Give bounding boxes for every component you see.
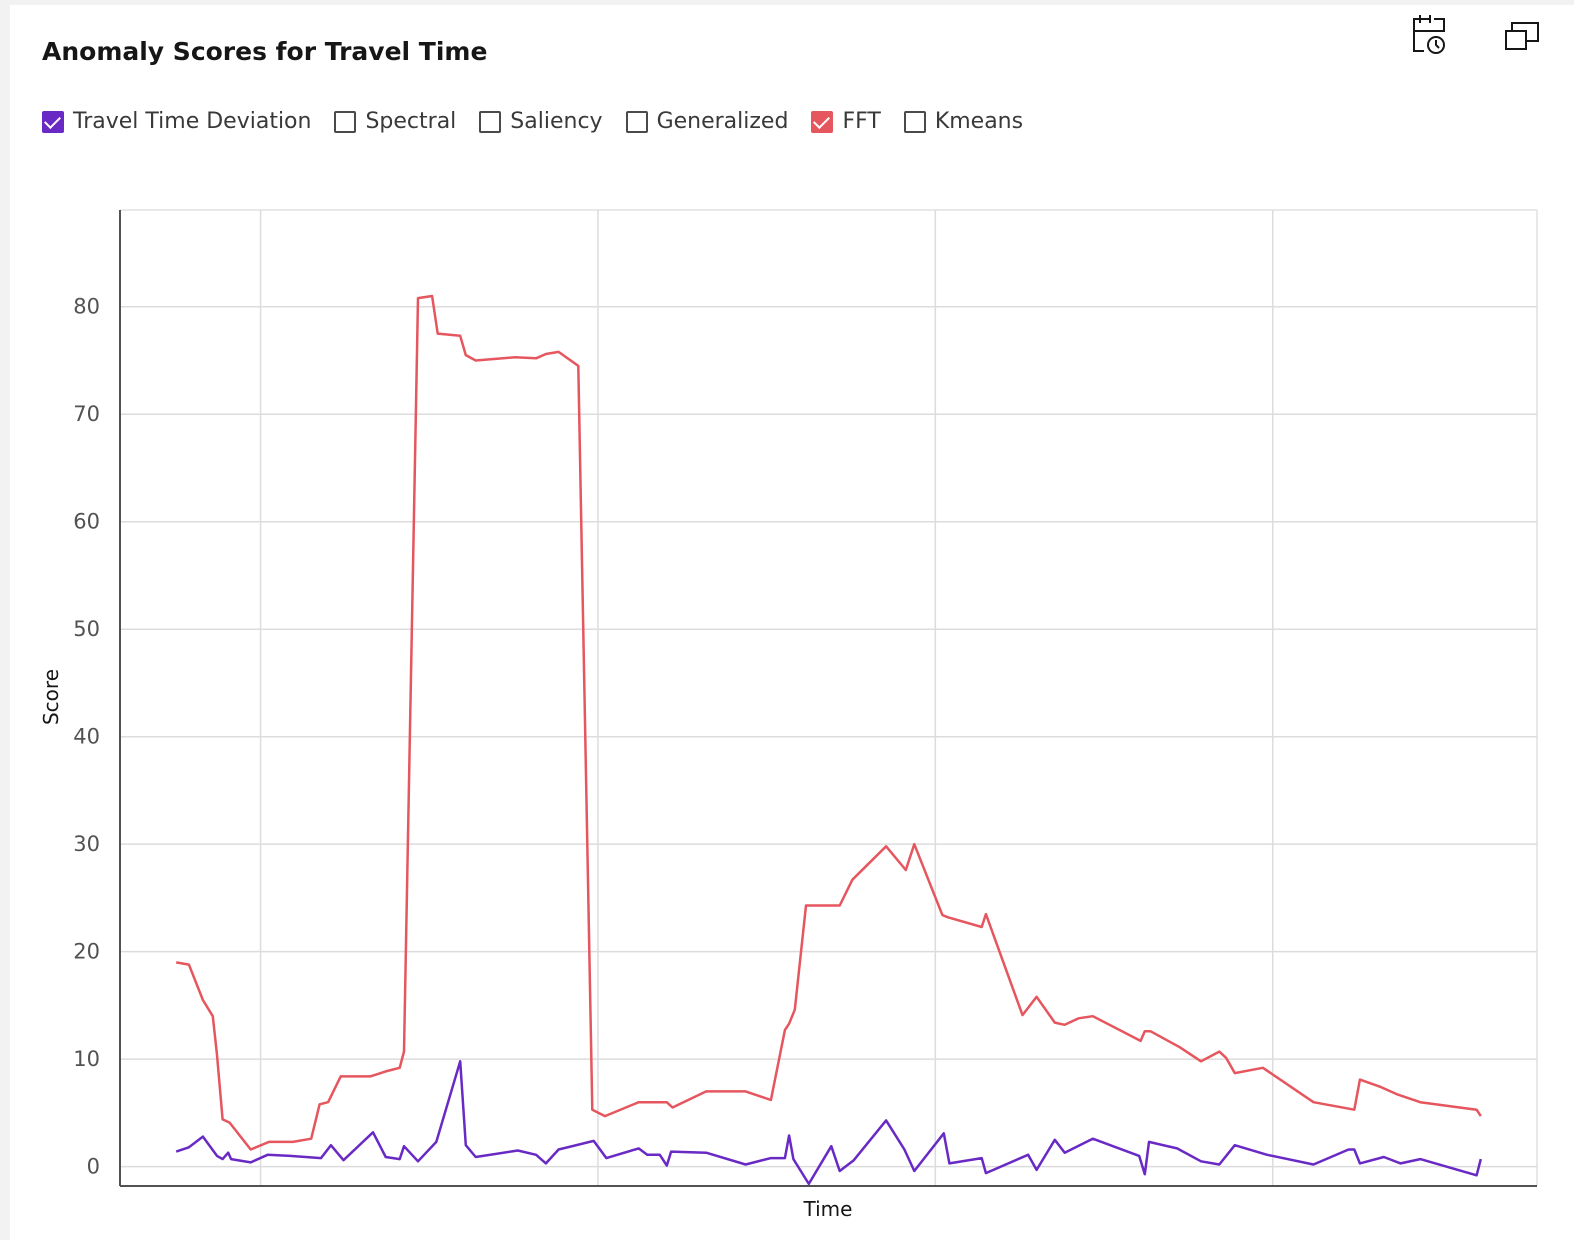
card: Anomaly Scores for Travel Time Travel Ti… [10,5,1574,1240]
y-tick-label: 40 [73,725,100,749]
legend-option[interactable]: Spectral [334,109,456,134]
legend-option[interactable]: FFT [811,109,881,134]
chart: Score Time 0 10 20 30 40 50 60 70 80 [39,209,1538,1221]
legend-option[interactable]: Generalized [625,109,789,134]
checkbox[interactable] [625,110,648,133]
legend-label: Travel Time Deviation [73,109,312,134]
y-tick-label: 30 [73,832,100,856]
legend: Travel Time Deviation Spectral Saliency Gen… [42,109,1023,134]
legend-option[interactable]: Travel Time Deviation [42,109,311,134]
y-tick-label: 80 [73,295,100,319]
y-tick-label: 60 [73,510,100,534]
series-line [175,1060,1483,1186]
legend-label: FFT [842,109,881,134]
toolbar [1413,15,1539,54]
expand-icon[interactable] [1505,22,1539,50]
checkbox[interactable] [42,110,64,133]
checkbox[interactable] [811,110,834,133]
checkbox[interactable] [334,110,357,133]
legend-option[interactable]: Saliency [479,109,603,134]
y-tick-label: 20 [73,940,100,964]
x-axis-label: Time [803,1197,853,1221]
y-tick-label: 0 [87,1155,100,1179]
series-line [175,294,1482,1151]
legend-label: Spectral [365,109,457,134]
chart-title: Anomaly Scores for Travel Time [42,37,488,66]
y-tick-label: 50 [73,617,100,641]
y-tick-label: 70 [73,402,100,426]
checkbox[interactable] [903,110,926,133]
legend-label: Saliency [510,109,603,134]
legend-label: Generalized [656,109,789,134]
checkbox[interactable] [479,110,502,133]
y-axis-label: Score [39,669,63,725]
y-tick-label: 10 [73,1047,100,1071]
legend-option[interactable]: Kmeans [903,109,1024,134]
legend-label: Kmeans [934,109,1024,134]
schedule-icon[interactable] [1413,15,1445,54]
